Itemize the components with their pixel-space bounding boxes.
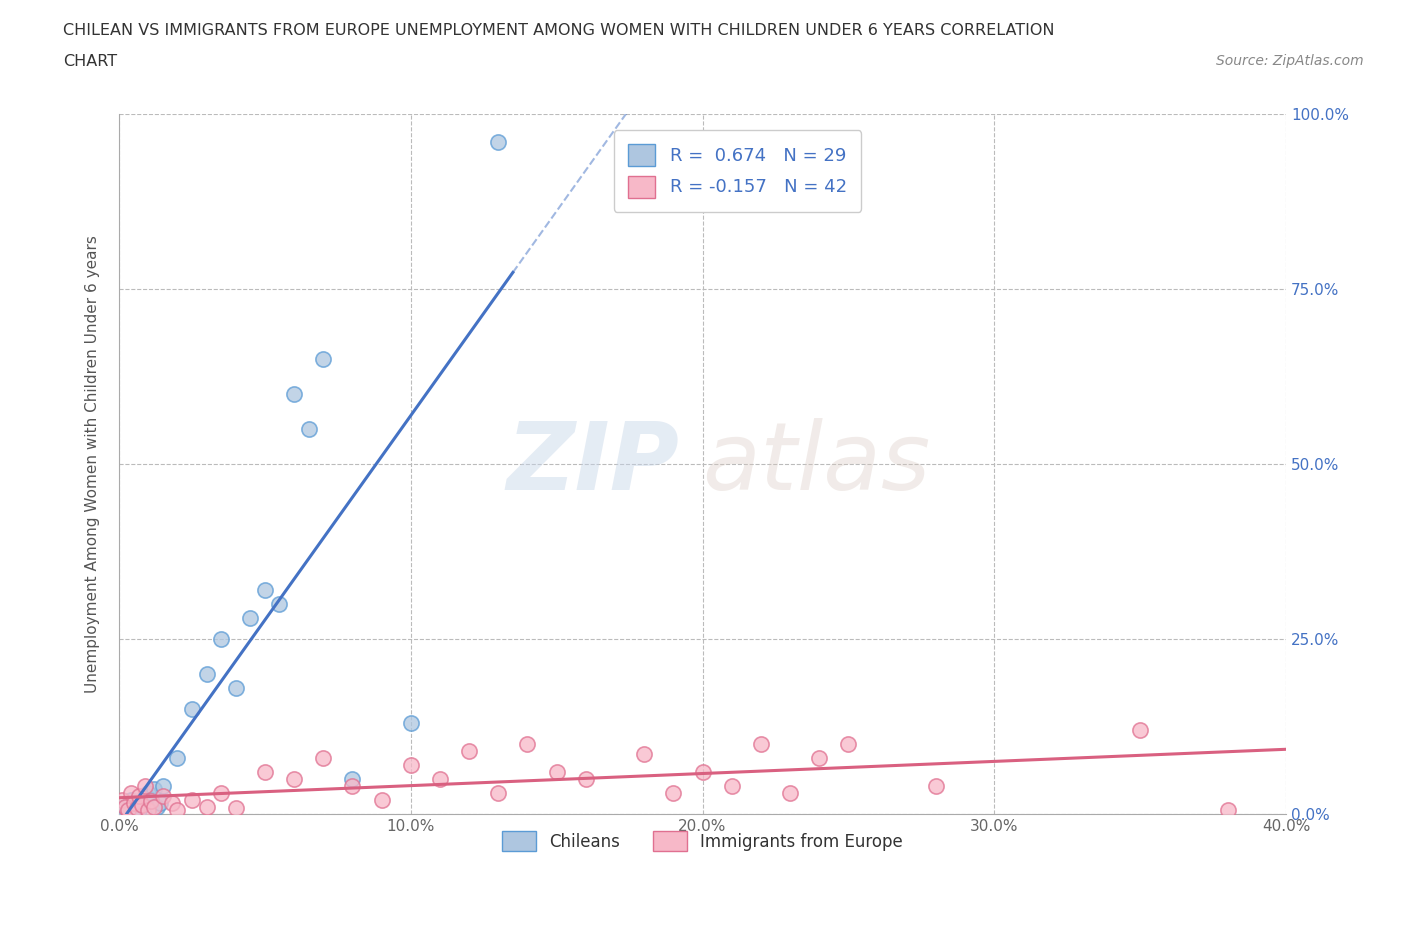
Point [253,764,276,779]
Point [312,751,335,765]
Point [837,737,859,751]
Point [209,786,232,801]
Point [283,771,305,786]
Point [342,771,364,786]
Point [312,352,335,366]
Point [152,778,174,793]
Point [633,747,655,762]
Point [114,800,136,815]
Point [370,792,392,807]
Point [253,582,276,597]
Text: Source: ZipAtlas.com: Source: ZipAtlas.com [1216,54,1364,68]
Point [117,803,139,817]
Point [195,800,218,815]
Point [399,715,422,730]
Point [486,135,509,150]
Point [720,778,742,793]
Point [486,786,509,801]
Point [125,801,148,816]
Point [128,789,150,804]
Text: ZIP: ZIP [506,418,679,510]
Point [131,798,153,813]
Point [516,737,538,751]
Point [136,803,159,817]
Point [117,803,139,817]
Point [399,757,422,772]
Y-axis label: Unemployment Among Women with Children Under 6 years: Unemployment Among Women with Children U… [86,235,100,693]
Point [143,800,166,815]
Point [458,743,481,758]
Point [239,610,262,625]
Point [122,796,145,811]
Point [134,778,156,793]
Point [662,786,685,801]
Point [125,800,148,815]
Point [575,771,598,786]
Text: CHILEAN VS IMMIGRANTS FROM EUROPE UNEMPLOYMENT AMONG WOMEN WITH CHILDREN UNDER 6: CHILEAN VS IMMIGRANTS FROM EUROPE UNEMPL… [63,23,1054,38]
Point [128,803,150,817]
Point [429,771,451,786]
Point [269,596,291,611]
Point [114,800,136,815]
Point [122,796,145,811]
Point [209,631,232,646]
Point [283,387,305,402]
Point [195,667,218,682]
Point [225,681,247,696]
Point [779,786,801,801]
Point [131,792,153,807]
Point [546,764,568,779]
Point [225,801,247,816]
Point [152,789,174,804]
Point [149,796,172,811]
Point [111,803,134,817]
Point [808,751,831,765]
Point [181,792,204,807]
Point [139,794,162,809]
Point [749,737,772,751]
Point [166,803,188,817]
Point [143,782,166,797]
Point [181,701,204,716]
Point [692,764,714,779]
Point [120,792,142,807]
Point [342,778,364,793]
Text: atlas: atlas [703,418,931,510]
Point [1216,803,1239,817]
Point [160,796,183,811]
Point [139,792,162,807]
Point [298,421,321,436]
Point [146,800,169,815]
Point [120,786,142,801]
Point [136,786,159,801]
Point [925,778,948,793]
Point [134,789,156,804]
Point [111,792,134,807]
Text: CHART: CHART [63,54,117,69]
Legend: Chileans, Immigrants from Europe: Chileans, Immigrants from Europe [496,824,910,858]
Point [166,751,188,765]
Point [1129,723,1152,737]
